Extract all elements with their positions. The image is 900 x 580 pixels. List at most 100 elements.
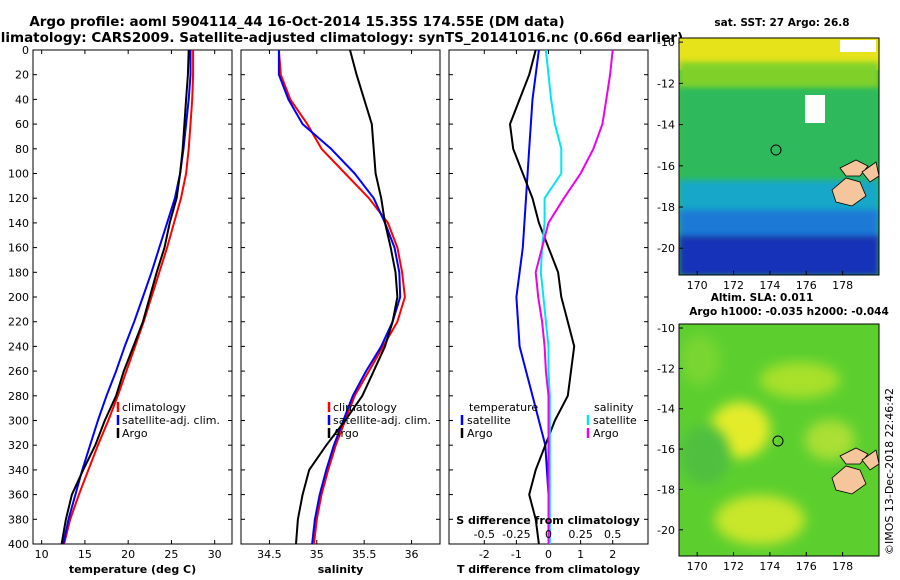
sla_map-lon-label: 174	[759, 560, 780, 573]
sla_map-lat-label: -16	[657, 443, 675, 456]
legend-entry: satellite	[593, 414, 637, 427]
depth-tick-label: 0	[22, 44, 29, 57]
sst_map-lon-label: 176	[796, 279, 817, 292]
difference-top-tick-label: -0.5	[474, 528, 495, 541]
sla_map-lat-label: -12	[657, 362, 675, 375]
difference-top-xlabel: S difference from climatology	[456, 514, 640, 527]
salinity-frame	[240, 49, 441, 545]
sst_map-lat-label: -10	[657, 36, 675, 49]
difference-top-tick-label: 0.5	[604, 528, 622, 541]
sla_map-lat-label: -14	[657, 403, 675, 416]
sst_map-lon-label: 174	[759, 279, 780, 292]
series-s-argo	[534, 49, 614, 544]
fiji-island-sla	[831, 465, 867, 495]
sla-map-title: Altim. SLA: 0.011	[711, 292, 814, 304]
depth-tick-label: 320	[8, 439, 29, 452]
depth-tick-label: 60	[15, 118, 29, 131]
depth-tick-label: 160	[8, 242, 29, 255]
difference-top-tick-label: -0.25	[502, 528, 530, 541]
difference-xtick-label: 1	[577, 548, 584, 561]
argo-marker-sst	[770, 144, 782, 156]
depth-tick-label: 120	[8, 192, 29, 205]
salinity-xlabel: salinity	[318, 563, 364, 576]
legend-entry: climatology	[333, 401, 397, 414]
sst-map-field	[679, 38, 879, 275]
sla_map-lat-label: -10	[657, 322, 675, 335]
salinity-xtick-label: 35.5	[352, 548, 377, 561]
temperature-frame	[32, 49, 233, 545]
series-s-satellite	[539, 49, 563, 544]
legend-entry: Argo	[333, 427, 359, 440]
sla_map-lat-label: -20	[657, 524, 675, 537]
depth-tick-label: 180	[8, 266, 29, 279]
depth-tick-label: 40	[15, 93, 29, 106]
difference-xtick-label: 2	[609, 548, 616, 561]
series-argo	[60, 49, 190, 545]
depth-tick-label: 220	[8, 316, 29, 329]
depth-tick-label: 80	[15, 143, 29, 156]
sst_map-lon-label: 172	[723, 279, 744, 292]
legend-entry: satellite-adj. clim.	[333, 414, 431, 427]
salinity-xtick-label: 34.5	[257, 548, 282, 561]
sst_map-lat-label: -12	[657, 77, 675, 90]
sla_map-lon-label: 172	[723, 560, 744, 573]
depth-tick-label: 300	[8, 415, 29, 428]
legend-entry: satellite-adj. clim.	[122, 414, 220, 427]
sst-missing-data	[805, 95, 825, 123]
difference-xtick-label: 0	[545, 548, 552, 561]
temperature-xtick-label: 10	[35, 548, 49, 561]
sst_map-lat-label: -18	[657, 201, 675, 214]
sst_map-lat-label: -16	[657, 160, 675, 173]
temperature-xtick-label: 30	[208, 548, 222, 561]
sst_map-lon-label: 178	[832, 279, 853, 292]
temperature-xtick-label: 25	[164, 548, 178, 561]
depth-tick-label: 100	[8, 168, 29, 181]
sla_map-lon-label: 176	[796, 560, 817, 573]
temperature-panel: 10 15 20 25 30020406080100120140160180200220…	[8, 44, 233, 576]
series-t-satellite	[515, 49, 550, 544]
difference-top-tick-label: 0.25	[568, 528, 593, 541]
legend-entry: Argo	[593, 427, 619, 440]
depth-tick-label: 360	[8, 489, 29, 502]
sst-map-title: sat. SST: 27 Argo: 26.8	[714, 17, 849, 29]
legend-entry: Argo	[122, 427, 148, 440]
fiji-island-sst	[831, 177, 867, 207]
series-t-argo	[509, 49, 576, 545]
depth-tick-label: 140	[8, 217, 29, 230]
series-climatology	[63, 50, 195, 545]
argo-marker-sla	[772, 435, 784, 447]
difference-top-tick-label: 0	[545, 528, 552, 541]
legend-entry: Argo	[467, 427, 493, 440]
temperature-xtick-label: 15	[78, 548, 92, 561]
depth-tick-label: 20	[15, 69, 29, 82]
legend-temperature-header: temperature	[469, 401, 538, 414]
series-satellite-adj-clim-	[62, 50, 192, 545]
sla-map-subtitle: Argo h1000: -0.035 h2000: -0.044	[689, 306, 889, 318]
title-line-2: Climatology: CARS2009. Satellite-adjuste…	[0, 30, 683, 46]
sla_map-lon-label: 170	[687, 560, 708, 573]
legend-entry: satellite	[467, 414, 511, 427]
difference-xtick-label: -2	[479, 548, 490, 561]
temperature-xtick-label: 20	[121, 548, 135, 561]
title-line-1: Argo profile: aoml 5904114_44 16-Oct-201…	[29, 14, 564, 30]
series-satellite-adj-clim-	[277, 50, 402, 545]
depth-tick-label: 400	[8, 538, 29, 551]
difference-xlabel: T difference from climatology	[457, 563, 640, 576]
series-argo	[295, 49, 399, 545]
legend-salinity-header: salinity	[594, 401, 634, 414]
sla_map-lon-label: 178	[832, 560, 853, 573]
depth-tick-label: 340	[8, 464, 29, 477]
sst_map-lat-label: -14	[657, 119, 675, 132]
salinity-panel: 34.5 35 35.5 36 salinity climatologysatellite…	[240, 49, 441, 576]
footer-credit: ©IMOS 13-Dec-2018 22:46:42	[883, 388, 896, 555]
legend-entry: climatology	[122, 401, 186, 414]
sla_map-lat-label: -18	[657, 483, 675, 496]
difference-panel: -2 -1 0 1 2 T difference from climatology S di…	[448, 49, 649, 576]
sla-map-field	[679, 324, 879, 556]
depth-tick-label: 260	[8, 365, 29, 378]
depth-tick-label: 380	[8, 513, 29, 526]
depth-tick-label: 200	[8, 291, 29, 304]
sst_map-lat-label: -20	[657, 242, 675, 255]
sst_map-lon-label: 170	[687, 279, 708, 292]
